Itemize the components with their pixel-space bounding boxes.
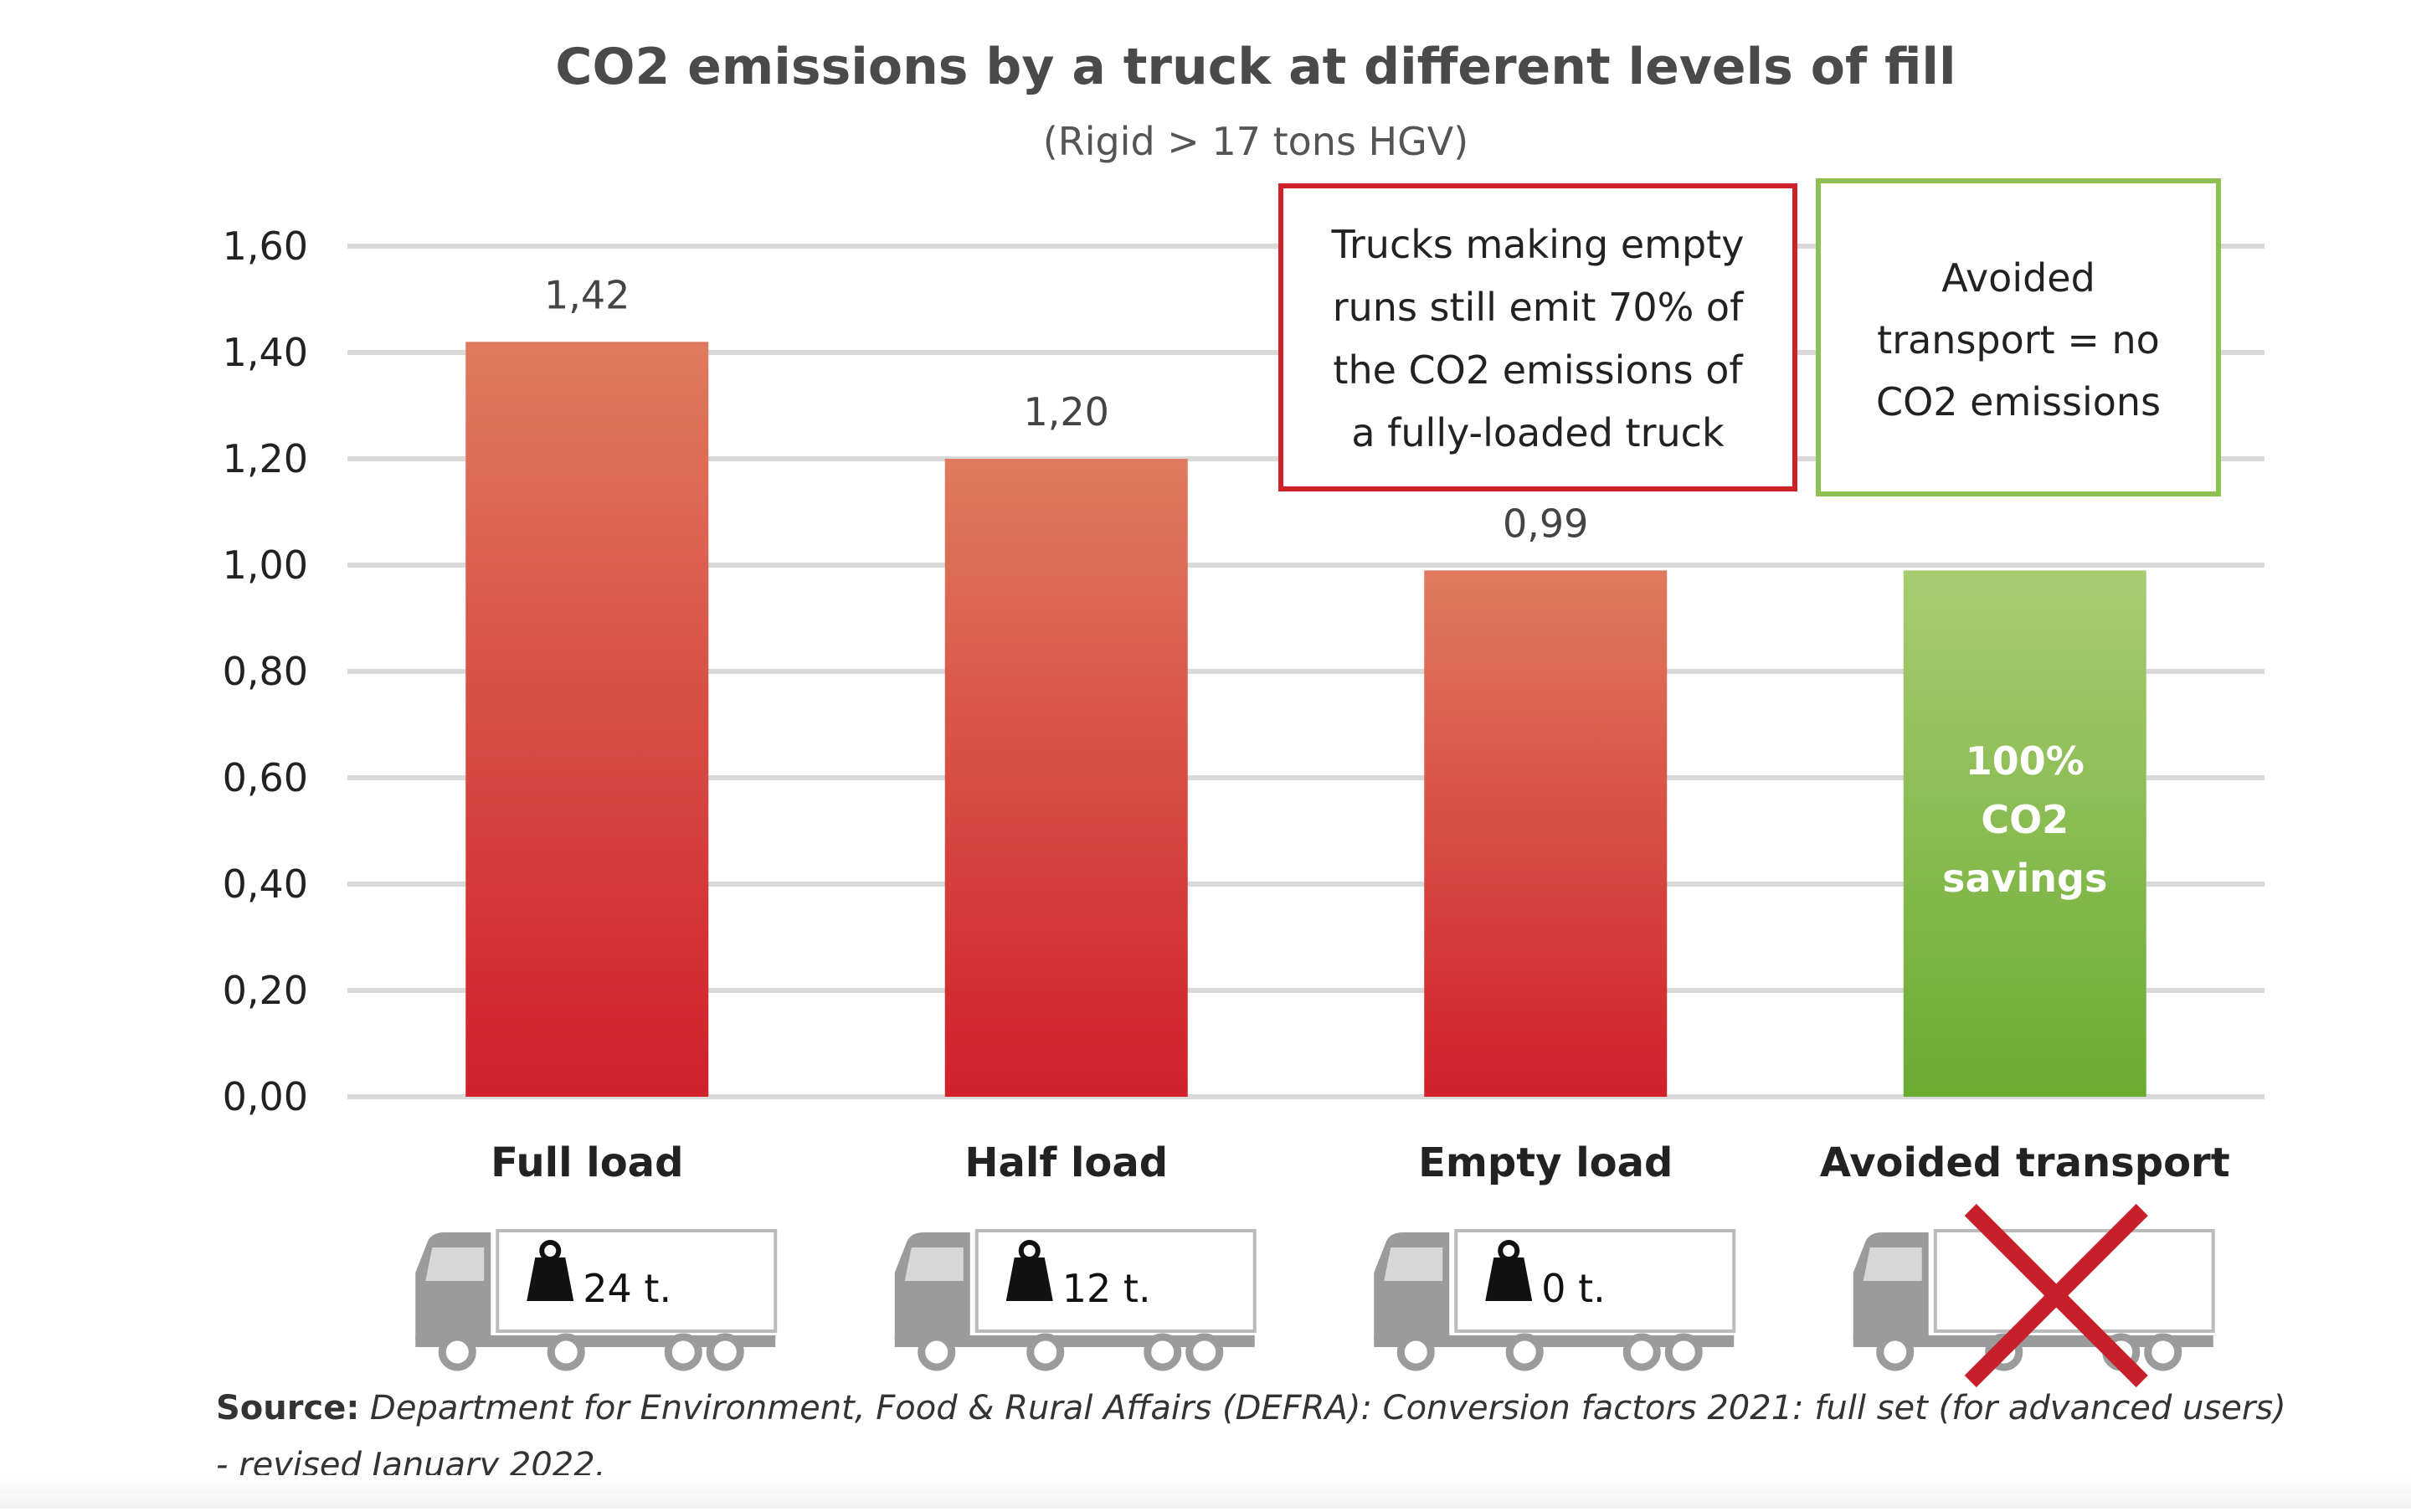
y-tick-label: 1,40 bbox=[223, 330, 308, 375]
source-label: Source: bbox=[216, 1389, 360, 1427]
chart-title: CO2 emissions by a truck at different le… bbox=[555, 38, 1956, 96]
truck-load-label: 24 t. bbox=[583, 1266, 671, 1311]
y-tick-label: 0,20 bbox=[223, 968, 308, 1013]
x-tick-label: Full load bbox=[491, 1139, 683, 1186]
y-axis: 0,00 0,20 0,40 0,60 0,80 1,00 1,20 1,40 1,60 bbox=[223, 224, 308, 1119]
truck-wheel bbox=[664, 1333, 702, 1371]
truck-icon: 24 t. bbox=[415, 1229, 778, 1371]
annotation-text: Avoided bbox=[1941, 255, 2095, 301]
truck-wheel bbox=[1664, 1333, 1703, 1371]
weight-body bbox=[1005, 1257, 1053, 1301]
y-tick-label: 0,60 bbox=[223, 755, 308, 800]
y-tick-label: 0,40 bbox=[223, 861, 308, 907]
truck-wheel bbox=[1622, 1333, 1661, 1371]
bars bbox=[465, 342, 2146, 1097]
truck-wheel bbox=[1185, 1333, 1224, 1371]
annotation-green-box: Avoided transport = no CO2 emissions bbox=[1816, 178, 2221, 496]
annotation-box bbox=[1816, 178, 2221, 496]
truck-wheel bbox=[1505, 1333, 1544, 1371]
data-label: 0,99 bbox=[1503, 501, 1588, 546]
weight-body bbox=[527, 1257, 574, 1301]
x-tick-label: Half load bbox=[964, 1139, 1168, 1186]
truck-wheel bbox=[2144, 1333, 2182, 1371]
annotation-text: a fully-loaded truck bbox=[1351, 410, 1725, 455]
y-tick-label: 0,00 bbox=[223, 1074, 308, 1119]
truck-window bbox=[1384, 1247, 1443, 1281]
cross-stroke bbox=[1964, 1203, 2148, 1388]
annotation-text: runs still emit 70% of bbox=[1333, 285, 1745, 330]
truck-wheel bbox=[1396, 1333, 1435, 1371]
value-labels: 1,42 1,20 0,99 100% CO2 savings bbox=[544, 272, 2107, 901]
truck-load-label: 0 t. bbox=[1541, 1266, 1606, 1311]
truck-wheel bbox=[706, 1333, 744, 1371]
truck-icon bbox=[1853, 1203, 2215, 1388]
annotation-box bbox=[1278, 183, 1797, 491]
bar-inner-label: 100% bbox=[1966, 738, 2085, 784]
annotations: Trucks making empty runs still emit 70% o… bbox=[1278, 178, 2221, 496]
chart-subtitle: (Rigid > 17 tons HGV) bbox=[1043, 119, 1468, 164]
bar-inner-label: CO2 bbox=[1981, 797, 2069, 842]
bar-empty-load bbox=[1424, 570, 1668, 1097]
truck-wheel bbox=[918, 1333, 956, 1371]
weight-icon bbox=[527, 1240, 574, 1301]
truck-window bbox=[425, 1247, 485, 1281]
truck-window bbox=[904, 1247, 964, 1281]
weight-icon bbox=[1005, 1240, 1053, 1301]
bottom-fade bbox=[0, 1475, 2411, 1509]
data-label: 1,20 bbox=[1024, 389, 1109, 435]
x-tick-label: Empty load bbox=[1418, 1139, 1673, 1186]
truck-icon: 0 t. bbox=[1374, 1229, 1736, 1371]
annotation-red-box: Trucks making empty runs still emit 70% o… bbox=[1278, 183, 1797, 491]
data-label: 1,42 bbox=[544, 272, 630, 317]
annotation-text: transport = no bbox=[1877, 317, 2160, 363]
annotation-text: the CO2 emissions of bbox=[1333, 347, 1744, 393]
bar-inner-label: savings bbox=[1942, 856, 2107, 901]
weight-icon bbox=[1485, 1240, 1533, 1301]
bar-half-load bbox=[944, 459, 1188, 1097]
y-tick-label: 1,20 bbox=[223, 436, 308, 481]
cross-icon bbox=[1964, 1203, 2148, 1388]
y-tick-label: 0,80 bbox=[223, 649, 308, 694]
y-tick-label: 1,00 bbox=[223, 543, 308, 588]
annotation-text: CO2 emissions bbox=[1876, 379, 2161, 424]
weight-body bbox=[1485, 1257, 1533, 1301]
annotation-text: Trucks making empty bbox=[1331, 222, 1745, 267]
truck-load-label: 12 t. bbox=[1062, 1266, 1151, 1311]
truck-wheel bbox=[1144, 1333, 1182, 1371]
x-axis: Full load Half load Empty load Avoided tran… bbox=[491, 1139, 2230, 1186]
truck-wheel bbox=[1026, 1333, 1065, 1371]
x-tick-label: Avoided transport bbox=[1820, 1139, 2230, 1186]
truck-wheel bbox=[1876, 1333, 1915, 1371]
truck-window bbox=[1863, 1247, 1922, 1281]
source-text-line1: Department for Environment, Food & Rural… bbox=[359, 1389, 2286, 1427]
truck-icon: 12 t. bbox=[894, 1229, 1257, 1371]
truck-icons: 24 t. 12 t. 0 t. bbox=[415, 1203, 2215, 1388]
bar-avoided-transport bbox=[1903, 570, 2146, 1097]
y-tick-label: 1,60 bbox=[223, 224, 308, 269]
truck-wheel bbox=[438, 1333, 476, 1371]
bar-full-load bbox=[465, 342, 709, 1097]
truck-wheel bbox=[547, 1333, 585, 1371]
